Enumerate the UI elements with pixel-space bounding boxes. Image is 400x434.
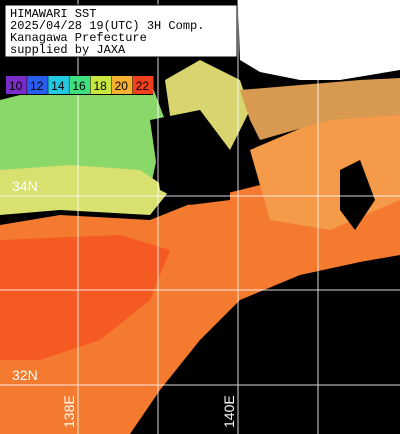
legend-swatch [27, 76, 48, 94]
land [238, 0, 400, 80]
legend-label: 10 [9, 79, 23, 93]
legend-label: 16 [72, 79, 86, 93]
legend-label: 22 [136, 79, 150, 93]
sea-transition [0, 165, 170, 215]
legend: 10 12 14 16 18 20 22 [5, 75, 154, 95]
legend-label: 20 [115, 79, 129, 93]
lon-label: 140E [221, 395, 237, 428]
lat-label: 34N [12, 178, 38, 194]
header-region: Kanagawa Prefecture [10, 31, 147, 45]
legend-swatch [111, 76, 133, 94]
legend-label: 18 [93, 79, 107, 93]
header-credit: supplied by JAXA [10, 43, 126, 57]
sea-coastal [240, 78, 400, 140]
header-datetime: 2025/04/28 19(UTC) 3H Comp. [10, 19, 204, 33]
header-box [4, 4, 238, 58]
lon-label: 138E [61, 395, 77, 428]
legend-swatch [90, 76, 112, 94]
header-title: HIMAWARI SST [10, 7, 96, 21]
legend-swatch [6, 76, 27, 94]
cloud [150, 110, 230, 205]
legend-swatch [48, 76, 69, 94]
legend-label: 12 [30, 79, 44, 93]
legend-swatch [69, 76, 91, 94]
legend-swatch [132, 76, 154, 94]
legend-label: 14 [51, 79, 65, 93]
lat-label: 32N [12, 367, 38, 383]
cloud [130, 255, 400, 434]
cloud [340, 160, 375, 230]
sea-hot [0, 235, 170, 360]
